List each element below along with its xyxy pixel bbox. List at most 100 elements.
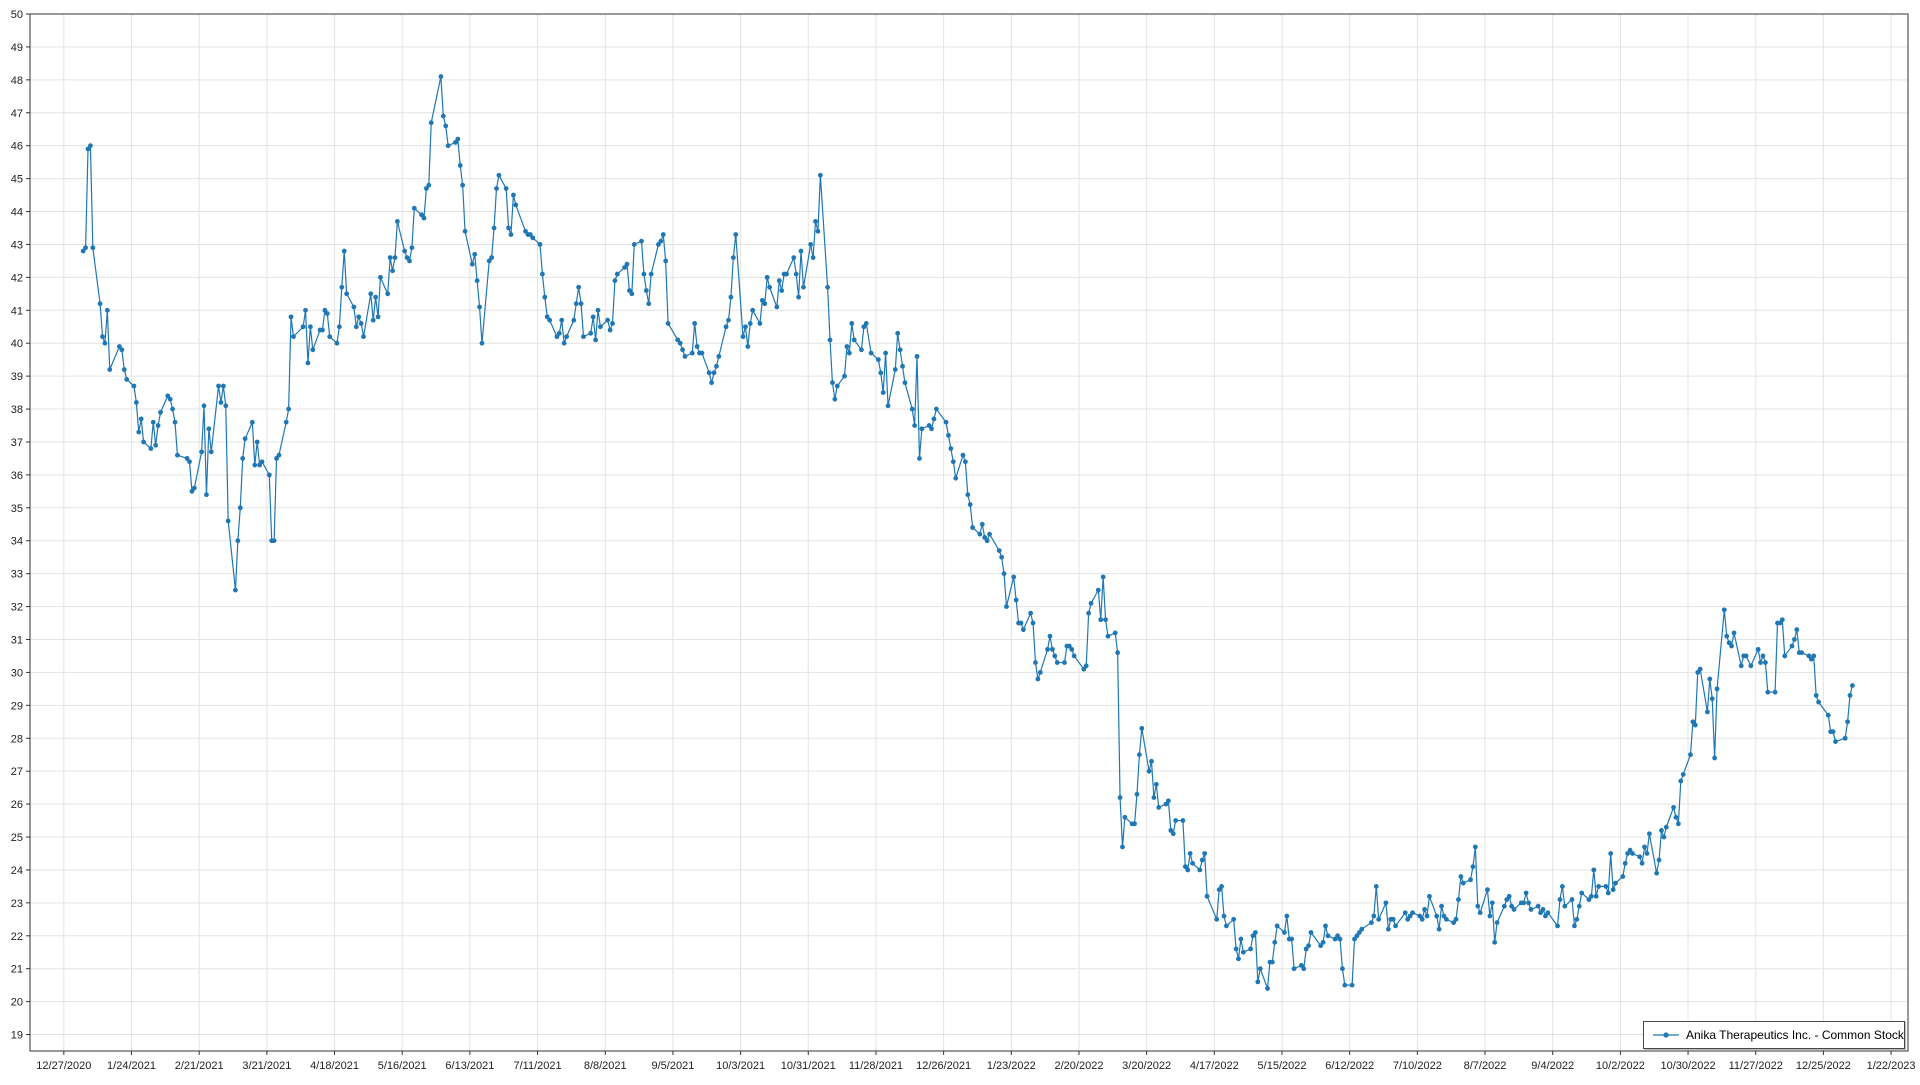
data-point	[895, 330, 901, 336]
data-point	[863, 321, 869, 326]
data-point	[310, 347, 316, 353]
data-point	[455, 136, 461, 142]
data-point	[496, 172, 502, 178]
data-point	[1011, 574, 1017, 580]
data-point	[187, 459, 192, 465]
data-point	[1137, 752, 1142, 758]
data-point	[426, 182, 432, 188]
data-point	[257, 462, 263, 468]
data-point	[1535, 903, 1541, 909]
data-point	[588, 330, 594, 336]
data-point	[1460, 880, 1466, 886]
data-point	[288, 314, 294, 320]
data-point	[1504, 897, 1510, 902]
data-point	[1637, 854, 1643, 860]
data-point	[1625, 851, 1631, 856]
data-point	[931, 416, 937, 422]
data-point	[880, 390, 886, 395]
data-point	[629, 291, 635, 297]
data-point	[489, 255, 495, 261]
data-point	[728, 294, 734, 300]
data-point	[1320, 939, 1326, 945]
data-point	[1755, 646, 1761, 652]
data-point	[353, 324, 359, 330]
data-point	[199, 449, 205, 455]
data-point	[733, 232, 739, 237]
data-point	[784, 271, 789, 277]
data-point	[1069, 646, 1075, 652]
y-tick-label: 40	[11, 338, 23, 350]
data-point	[747, 321, 753, 326]
legend-swatch-icon	[1653, 1032, 1679, 1038]
data-point	[423, 186, 429, 191]
data-point	[121, 367, 127, 372]
data-point	[1190, 860, 1195, 866]
data-point	[808, 242, 814, 247]
data-point	[368, 291, 374, 297]
data-point	[1424, 913, 1430, 919]
data-point	[1248, 946, 1253, 952]
data-point	[117, 344, 122, 349]
data-point	[1306, 943, 1311, 949]
data-point	[172, 419, 178, 425]
data-point	[100, 334, 105, 340]
data-point	[148, 446, 154, 451]
data-point	[1047, 633, 1053, 639]
data-point	[237, 505, 243, 511]
data-point	[254, 439, 260, 445]
data-point	[1588, 893, 1594, 899]
data-point	[1721, 607, 1727, 613]
data-point	[1325, 933, 1331, 939]
data-point	[1688, 752, 1693, 758]
data-point	[593, 337, 598, 343]
data-point	[1197, 867, 1203, 873]
data-point	[1576, 903, 1582, 909]
data-point	[1605, 890, 1611, 896]
data-point	[191, 485, 197, 491]
data-point	[1238, 936, 1244, 942]
data-point	[1642, 844, 1647, 850]
data-point	[622, 265, 627, 270]
data-point	[540, 271, 545, 277]
data-point	[104, 307, 110, 313]
data-point	[1342, 982, 1348, 988]
data-point	[358, 321, 364, 326]
data-point	[1704, 709, 1710, 715]
data-point	[1470, 864, 1476, 870]
data-point	[610, 321, 615, 326]
data-point	[1385, 926, 1391, 932]
data-point	[307, 324, 313, 330]
data-point	[1402, 910, 1408, 916]
data-point	[1760, 653, 1766, 659]
data-point	[1663, 824, 1669, 830]
data-point	[1216, 887, 1222, 893]
y-tick-label: 20	[11, 997, 23, 1009]
data-point	[124, 377, 130, 382]
data-point	[1709, 696, 1715, 702]
data-point	[1199, 857, 1205, 863]
data-point	[1156, 804, 1162, 810]
data-point	[1298, 963, 1304, 968]
x-tick-label: 6/12/2022	[1325, 1060, 1374, 1072]
data-point	[1845, 719, 1850, 725]
data-point	[1789, 643, 1795, 649]
data-point	[1182, 864, 1188, 870]
data-point	[1052, 653, 1058, 659]
data-point	[827, 337, 833, 343]
data-point	[85, 146, 91, 152]
data-point	[1352, 936, 1357, 942]
data-point	[184, 456, 190, 461]
data-point	[1639, 860, 1645, 866]
data-point	[801, 284, 806, 290]
data-point	[1692, 722, 1698, 728]
data-point	[286, 406, 292, 412]
data-point	[1224, 923, 1229, 929]
data-point	[208, 449, 214, 455]
data-point	[506, 225, 511, 231]
data-point	[745, 344, 751, 349]
data-point	[796, 294, 801, 300]
data-point	[1088, 600, 1094, 606]
data-point	[341, 248, 347, 254]
data-point	[218, 400, 224, 405]
data-point	[1153, 781, 1159, 787]
